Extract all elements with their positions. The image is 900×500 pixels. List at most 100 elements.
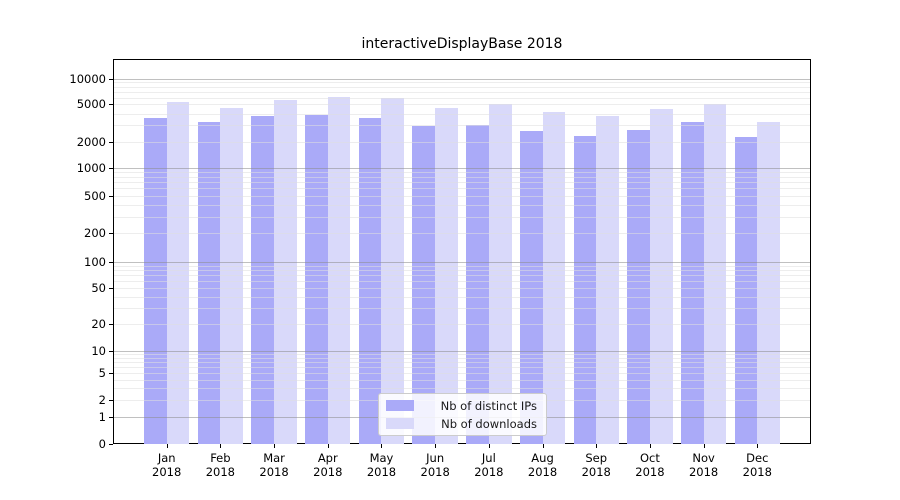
bar-nb-of-downloads-dec	[757, 122, 780, 444]
bar-nb-of-downloads-aug	[542, 111, 566, 444]
x-tick-sep	[596, 444, 598, 448]
x-tick-label-feb: Feb 2018	[205, 451, 236, 479]
gridline-minor-5	[114, 373, 810, 375]
y-tick-label-2: 2	[98, 393, 106, 407]
gridline-minor-90	[114, 265, 810, 267]
bar-nb-of-distinct-ips-sep	[573, 135, 597, 444]
gridline-minor-20	[114, 324, 810, 326]
gridline-minor-9000	[114, 82, 810, 84]
bar-nb-of-downloads-mar	[274, 100, 297, 444]
y-tick-label-5000: 5000	[76, 97, 106, 112]
gridline-minor-60	[114, 281, 810, 283]
y-tick-label-500: 500	[84, 188, 106, 203]
x-tick-may	[381, 444, 383, 448]
y-tick-label-1000: 1000	[76, 161, 106, 176]
bar-nb-of-distinct-ips-apr	[305, 114, 328, 444]
gridline-major-10000	[114, 78, 810, 80]
bar-nb-of-distinct-ips-mar	[251, 115, 275, 444]
y-tick-label-200: 200	[84, 226, 106, 241]
gridline-minor-80	[114, 270, 810, 272]
y-tick-500	[109, 195, 113, 197]
gridline-minor-900	[114, 172, 810, 174]
gridline-minor-9	[114, 354, 810, 356]
x-tick-mar	[274, 444, 276, 448]
y-tick-label-2000: 2000	[76, 135, 106, 150]
gridline-minor-50	[114, 288, 810, 290]
x-tick-label-aug: Aug 2018	[527, 451, 558, 479]
x-tick-jul	[488, 444, 490, 448]
gridline-minor-300	[114, 216, 810, 218]
plot-area	[113, 59, 811, 444]
y-tick-2000	[109, 142, 113, 144]
y-tick-5000	[109, 104, 113, 106]
x-tick-jan	[166, 444, 168, 448]
x-tick-label-jul: Jul 2018	[474, 451, 504, 479]
bar-nb-of-distinct-ips-nov	[680, 121, 704, 444]
chart-title: interactiveDisplayBase 2018	[361, 36, 563, 52]
gridline-minor-70	[114, 275, 810, 277]
gridline-minor-4	[114, 379, 810, 381]
x-tick-label-apr: Apr 2018	[313, 451, 343, 479]
bar-nb-of-downloads-nov	[703, 104, 727, 444]
y-tick-2	[109, 400, 113, 401]
x-tick-nov	[703, 444, 705, 448]
legend-item-distinct-ips: Nb of distinct IPs	[386, 399, 537, 413]
gridline-minor-7000	[114, 91, 810, 93]
gridline-minor-8000	[114, 86, 810, 88]
gridline-minor-400	[114, 204, 810, 206]
gridline-minor-3000	[114, 125, 810, 127]
gridline-minor-700	[114, 182, 810, 184]
gridline-minor-5000	[114, 104, 810, 106]
y-tick-label-5: 5	[98, 366, 106, 381]
legend-swatch-distinct-ips	[386, 400, 414, 411]
y-tick-label-20: 20	[91, 317, 106, 332]
y-tick-10000	[109, 78, 113, 80]
x-tick-feb	[220, 444, 222, 448]
gridline-minor-4000	[114, 113, 810, 115]
bar-nb-of-distinct-ips-oct	[627, 129, 650, 444]
gridline-minor-6	[114, 367, 810, 369]
bar-nb-of-distinct-ips-feb	[197, 121, 221, 444]
gridline-minor-800	[114, 177, 810, 179]
gridline-minor-200	[114, 233, 810, 235]
y-tick-label-0: 0	[98, 437, 106, 451]
x-tick-label-oct: Oct 2018	[635, 451, 665, 479]
x-tick-aug	[542, 444, 544, 448]
x-tick-label-jan: Jan 2018	[152, 451, 182, 479]
y-tick-100	[109, 261, 113, 263]
gridline-minor-2000	[114, 142, 810, 144]
bar-nb-of-downloads-jan	[166, 102, 190, 444]
gridline-major-10	[114, 350, 810, 352]
x-tick-label-jun: Jun 2018	[420, 451, 450, 479]
bar-nb-of-distinct-ips-aug	[519, 131, 543, 444]
y-tick-50	[109, 288, 113, 290]
bar-nb-of-distinct-ips-dec	[734, 137, 758, 444]
y-tick-label-100: 100	[84, 254, 106, 269]
x-tick-label-may: May 2018	[366, 451, 397, 479]
x-tick-label-mar: Mar 2018	[259, 451, 289, 479]
y-tick-0	[109, 444, 113, 445]
gridline-minor-40	[114, 297, 810, 299]
x-tick-apr	[327, 444, 329, 448]
y-tick-1000	[109, 168, 113, 170]
y-tick-10	[109, 350, 113, 352]
bar-nb-of-downloads-sep	[596, 115, 619, 444]
y-tick-5	[109, 373, 113, 375]
y-tick-label-10: 10	[91, 343, 106, 358]
gridline-minor-6000	[114, 97, 810, 99]
x-tick-oct	[649, 444, 651, 448]
gridline-minor-600	[114, 188, 810, 190]
legend-swatch-downloads	[386, 418, 414, 429]
bar-nb-of-distinct-ips-jul	[466, 124, 489, 444]
legend-label-distinct-ips: Nb of distinct IPs	[440, 398, 537, 413]
legend: Nb of distinct IPs Nb of downloads	[378, 393, 547, 436]
y-tick-20	[109, 324, 113, 326]
gridline-minor-7	[114, 362, 810, 364]
x-tick-label-sep: Sep 2018	[581, 451, 611, 479]
gridline-minor-8	[114, 357, 810, 359]
gridline-minor-500	[114, 195, 810, 197]
gridline-major-1000	[114, 168, 810, 170]
y-tick-200	[109, 233, 113, 235]
x-tick-label-nov: Nov 2018	[688, 451, 719, 479]
legend-label-downloads: Nb of downloads	[441, 416, 537, 431]
